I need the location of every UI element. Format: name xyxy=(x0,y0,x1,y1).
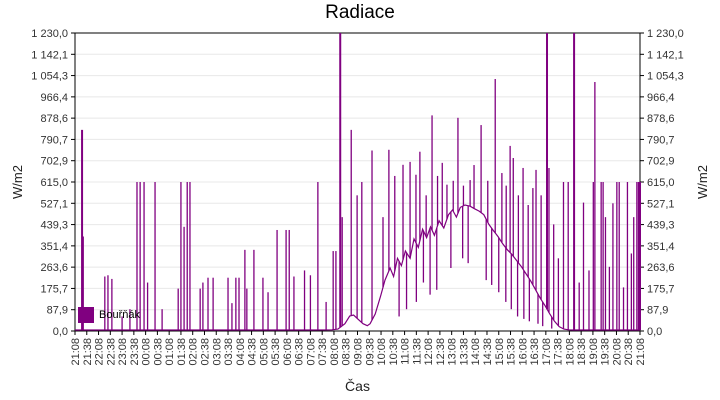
x-tick-label: 13:38 xyxy=(458,338,470,366)
x-tick-label: 03:08 xyxy=(211,338,223,366)
x-tick-label: 08:08 xyxy=(329,338,341,366)
y-tick-label-left: 527,1 xyxy=(40,198,68,210)
y-tick-label-left: 966,4 xyxy=(40,92,68,104)
chart-title: Radiace xyxy=(325,2,395,23)
y-tick-label-left: 1 142,1 xyxy=(31,49,68,61)
x-tick-label: 09:08 xyxy=(353,338,365,366)
x-tick-label: 11:38 xyxy=(411,338,423,365)
x-tick-label: 18:08 xyxy=(564,338,576,366)
y-tick-label-right: 615,0 xyxy=(647,177,675,189)
legend: Bouřňák xyxy=(78,307,140,323)
x-tick-label: 20:38 xyxy=(623,338,635,366)
y-tick-label-left: 1 230,0 xyxy=(31,28,68,40)
y-tick-label-right: 878,6 xyxy=(647,113,675,125)
y-tick-label-right: 87,9 xyxy=(647,305,668,317)
x-tick-label: 10:08 xyxy=(376,338,388,366)
x-tick-label: 03:38 xyxy=(223,338,235,366)
x-tick-label: 21:08 xyxy=(70,338,82,366)
x-tick-label: 23:38 xyxy=(129,338,141,366)
y-tick-label-right: 1 230,0 xyxy=(647,28,684,40)
x-tick-label: 12:08 xyxy=(423,338,435,366)
x-tick-label: 15:08 xyxy=(494,338,506,366)
y-tick-label-left: 439,3 xyxy=(40,220,68,232)
x-tick-label: 19:38 xyxy=(600,338,612,366)
y-tick-label-right: 790,7 xyxy=(647,134,675,146)
x-tick-label: 20:08 xyxy=(611,338,623,366)
y-tick-label-left: 790,7 xyxy=(40,134,68,146)
legend-series-label: Bouřňák xyxy=(99,309,140,321)
y-tick-label-left: 87,9 xyxy=(47,305,68,317)
y-tick-label-right: 263,6 xyxy=(647,262,675,274)
x-tick-label: 01:08 xyxy=(164,338,176,366)
x-tick-label: 07:38 xyxy=(317,338,329,366)
y-tick-label-right: 1 054,3 xyxy=(647,71,684,83)
y-tick-label-right: 0,0 xyxy=(647,326,662,338)
x-tick-label: 04:38 xyxy=(247,338,259,366)
x-tick-label: 21:08 xyxy=(635,338,647,366)
x-tick-label: 16:38 xyxy=(529,338,541,366)
x-tick-label: 17:38 xyxy=(553,338,565,366)
y-tick-label-right: 702,9 xyxy=(647,156,675,168)
x-tick-label: 14:08 xyxy=(470,338,482,366)
y-tick-label-right: 351,4 xyxy=(647,241,675,253)
x-tick-label: 07:08 xyxy=(305,338,317,366)
x-tick-label: 13:08 xyxy=(447,338,459,366)
x-tick-label: 00:08 xyxy=(141,338,153,366)
x-tick-label: 06:38 xyxy=(294,338,306,366)
y-tick-label-left: 175,7 xyxy=(40,283,68,295)
x-tick-label: 00:38 xyxy=(152,338,164,366)
x-tick-label: 05:38 xyxy=(270,338,282,366)
x-tick-label: 09:38 xyxy=(364,338,376,366)
x-tick-label: 14:38 xyxy=(482,338,494,366)
y-axis-label-right: W/m2 xyxy=(695,165,710,199)
x-tick-label: 05:08 xyxy=(258,338,270,366)
y-tick-label-left: 615,0 xyxy=(40,177,68,189)
y-tick-label-left: 878,6 xyxy=(40,113,68,125)
x-tick-label: 08:38 xyxy=(341,338,353,366)
x-tick-label: 06:08 xyxy=(282,338,294,366)
x-tick-label: 12:38 xyxy=(435,338,447,366)
y-axis-label-left: W/m2 xyxy=(10,165,25,199)
x-tick-label: 23:08 xyxy=(117,338,129,366)
y-tick-label-left: 702,9 xyxy=(40,156,68,168)
x-tick-label: 10:38 xyxy=(388,338,400,366)
y-tick-label-left: 263,6 xyxy=(40,262,68,274)
x-tick-label: 22:38 xyxy=(105,338,117,366)
y-tick-label-right: 966,4 xyxy=(647,92,675,104)
x-tick-label: 21:38 xyxy=(82,338,94,366)
y-tick-label-right: 439,3 xyxy=(647,220,675,232)
x-tick-label: 16:08 xyxy=(517,338,529,366)
x-tick-label: 02:38 xyxy=(199,338,211,366)
x-tick-label: 11:08 xyxy=(400,338,412,365)
y-tick-label-right: 1 142,1 xyxy=(647,49,684,61)
y-tick-label-left: 351,4 xyxy=(40,241,68,253)
y-tick-label-left: 1 054,3 xyxy=(31,71,68,83)
x-tick-label: 15:38 xyxy=(506,338,518,366)
y-tick-label-left: 0,0 xyxy=(53,326,68,338)
y-tick-label-right: 527,1 xyxy=(647,198,675,210)
x-tick-label: 04:08 xyxy=(235,338,247,366)
x-tick-label: 01:38 xyxy=(176,338,188,366)
x-axis-label: Čas xyxy=(345,378,370,394)
y-tick-label-right: 175,7 xyxy=(647,283,675,295)
x-tick-label: 17:08 xyxy=(541,338,553,366)
x-tick-label: 22:08 xyxy=(94,338,106,366)
legend-series-swatch xyxy=(78,307,94,323)
x-tick-label: 19:08 xyxy=(588,338,600,366)
x-tick-label: 18:38 xyxy=(576,338,588,366)
x-tick-label: 02:08 xyxy=(188,338,200,366)
